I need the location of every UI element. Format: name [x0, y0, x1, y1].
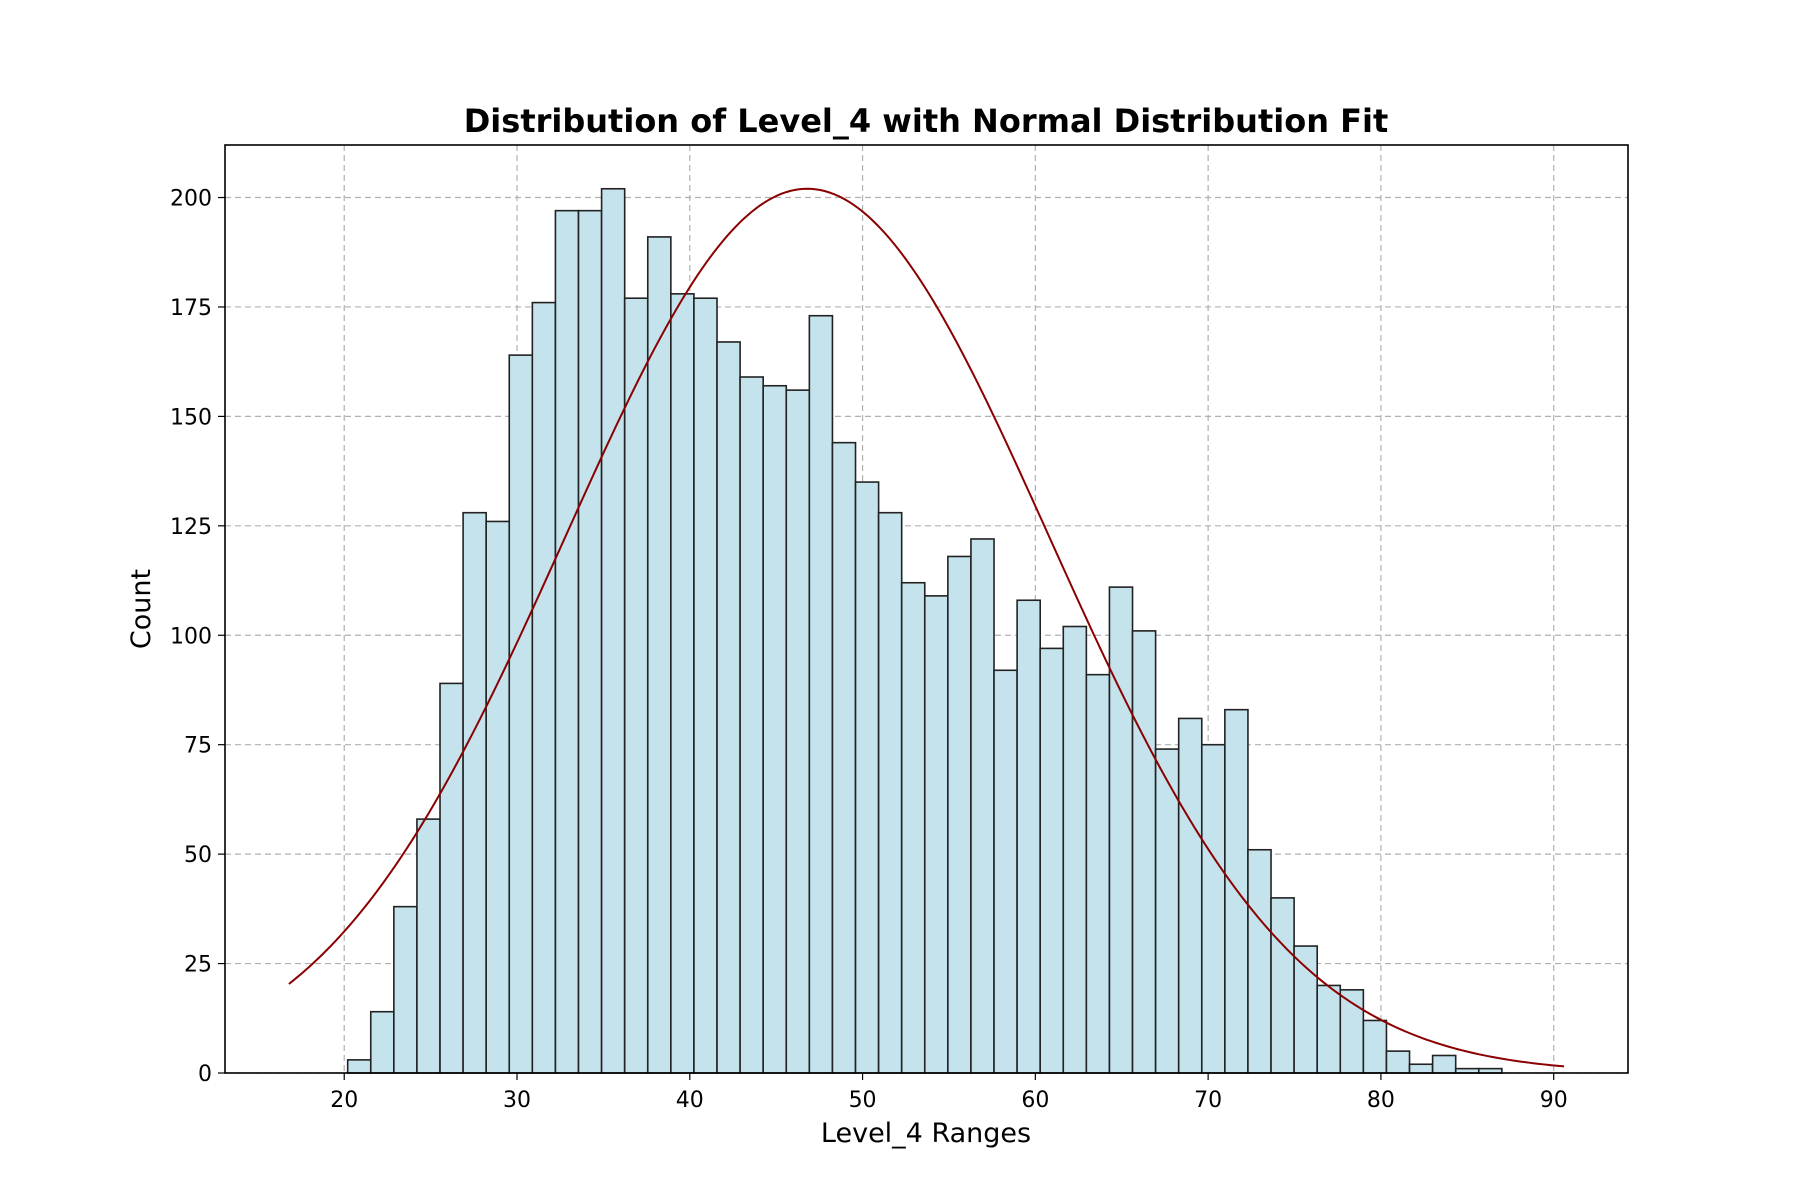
y-tick-label: 75 [184, 734, 212, 759]
histogram-bar [531, 301, 557, 1074]
y-tick-label: 175 [170, 296, 212, 321]
histogram-bar [1131, 630, 1157, 1074]
histogram-bar [993, 669, 1018, 1074]
histogram-bar [739, 376, 764, 1074]
histogram-bar [485, 520, 511, 1074]
plot-frame [224, 144, 1629, 1074]
y-tick-label: 200 [170, 187, 212, 212]
chart-title: Distribution of Level_4 with Normal Dist… [464, 102, 1389, 140]
histogram-bar [1385, 1050, 1411, 1074]
histogram-bar [554, 209, 580, 1074]
histogram-bar [1270, 897, 1295, 1074]
histogram-bar [439, 682, 464, 1074]
histogram-bar [1362, 1019, 1388, 1074]
histogram-bar [785, 389, 811, 1074]
histogram-bar [693, 297, 718, 1074]
histogram-bar [970, 538, 995, 1074]
normal-fit-curve [288, 187, 1565, 1068]
histogram-bar [1293, 945, 1318, 1074]
x-tick-label: 40 [676, 1088, 704, 1113]
histogram-bar [1039, 647, 1065, 1074]
y-tick-label: 150 [170, 405, 212, 430]
histogram-bar [600, 187, 626, 1074]
y-axis-label: Count [126, 569, 157, 649]
histogram-bar [1177, 717, 1203, 1074]
ticks-layer: 20 30 40 50 60 70 80 90 0 25 50 75 100 125 150 175 200 [170, 187, 1568, 1113]
histogram-bar [1200, 743, 1226, 1074]
x-axis-label: Level_4 Ranges [821, 1118, 1031, 1149]
histogram-bar [577, 209, 603, 1074]
histogram-bar [1108, 586, 1134, 1074]
histogram-bar [877, 511, 903, 1074]
y-tick-label: 100 [170, 624, 212, 649]
fit-curve-layer [288, 187, 1565, 1068]
histogram-bar [900, 581, 926, 1074]
histogram-bar [1316, 984, 1342, 1074]
histogram-bar [808, 314, 834, 1074]
histogram-bar [416, 818, 441, 1074]
histogram-bar [369, 1010, 395, 1074]
x-tick-label: 20 [330, 1088, 358, 1113]
histogram-bar [508, 354, 534, 1074]
histogram-bar [393, 905, 418, 1074]
histogram-bar [462, 511, 487, 1074]
x-tick-label: 80 [1367, 1088, 1395, 1113]
histogram-bar [670, 293, 695, 1074]
histogram-bar [623, 297, 649, 1074]
bars-layer [346, 187, 1503, 1074]
x-tick-label: 30 [503, 1088, 531, 1113]
histogram-bar [646, 236, 672, 1074]
histogram-bar [346, 1059, 372, 1074]
histogram-bar [1247, 848, 1272, 1074]
histogram-bar [947, 555, 972, 1074]
histogram-bar [716, 341, 741, 1074]
histogram-bar [1062, 625, 1088, 1074]
histogram-bar [1154, 748, 1180, 1074]
x-tick-label: 90 [1540, 1088, 1568, 1113]
histogram-bar [1408, 1063, 1434, 1074]
y-tick-label: 50 [184, 843, 212, 868]
histogram-bar [762, 384, 788, 1074]
histogram-bar [1085, 673, 1111, 1074]
histogram-bar [923, 595, 949, 1074]
histogram-bar [1016, 599, 1041, 1074]
histogram-bar [1431, 1054, 1457, 1074]
y-tick-label: 25 [184, 953, 212, 978]
x-tick-label: 50 [849, 1088, 877, 1113]
x-tick-label: 60 [1021, 1088, 1049, 1113]
y-tick-label: 0 [198, 1062, 212, 1087]
x-tick-label: 70 [1194, 1088, 1222, 1113]
histogram-bar [831, 441, 857, 1074]
y-tick-label: 125 [170, 515, 212, 540]
histogram-bar [854, 481, 880, 1074]
